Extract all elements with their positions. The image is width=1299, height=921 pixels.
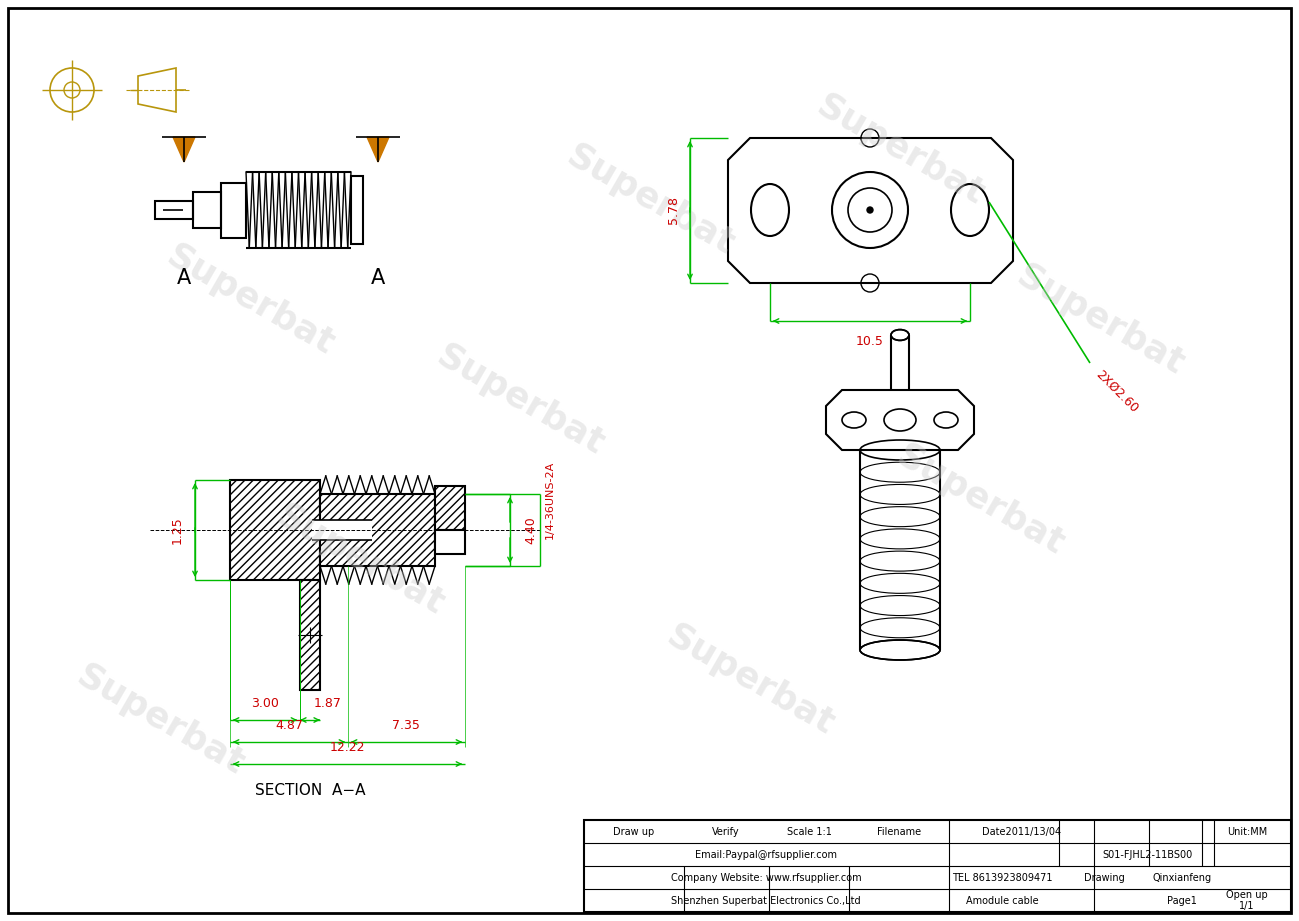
Circle shape (866, 207, 873, 213)
Bar (585, 820, 1291, 912)
Text: Filename: Filename (877, 826, 921, 836)
Text: 3.00: 3.00 (251, 697, 279, 710)
Text: Draw up: Draw up (613, 826, 655, 836)
Text: Superbat: Superbat (270, 498, 449, 622)
Bar (312, 520, 372, 540)
Bar (230, 480, 320, 580)
Text: Open up
1/1: Open up 1/1 (1226, 890, 1268, 911)
Text: 1/4-36UNS-2A: 1/4-36UNS-2A (546, 460, 555, 539)
Text: 7.35: 7.35 (392, 719, 420, 732)
Text: Superbat: Superbat (160, 239, 340, 362)
Text: Superbat: Superbat (890, 438, 1070, 562)
Bar (300, 580, 320, 690)
Text: 4.87: 4.87 (275, 719, 303, 732)
Bar (320, 494, 435, 566)
Text: Scale 1:1: Scale 1:1 (787, 826, 831, 836)
Text: 1.87: 1.87 (314, 697, 342, 710)
Text: Page1: Page1 (1167, 895, 1196, 905)
Text: Superbat: Superbat (70, 659, 249, 782)
Text: A: A (372, 268, 385, 288)
Text: Verify: Verify (712, 826, 740, 836)
Text: 2XØ2.60: 2XØ2.60 (1092, 368, 1141, 415)
Bar (435, 530, 465, 554)
Text: Superbat: Superbat (811, 88, 990, 212)
Text: Superbat: Superbat (560, 138, 740, 262)
Text: Shenzhen Superbat Electronics Co.,Ltd: Shenzhen Superbat Electronics Co.,Ltd (672, 895, 861, 905)
Ellipse shape (891, 330, 909, 341)
Polygon shape (173, 137, 195, 162)
Polygon shape (368, 137, 388, 162)
Text: SECTION  A−A: SECTION A−A (255, 783, 365, 798)
Ellipse shape (860, 640, 940, 660)
Polygon shape (826, 390, 974, 450)
Text: Date2011/13/04: Date2011/13/04 (982, 826, 1061, 836)
Bar (155, 201, 194, 219)
Text: 5.78: 5.78 (668, 196, 681, 224)
Text: Superbat: Superbat (430, 338, 609, 461)
Text: Amodule cable: Amodule cable (965, 895, 1038, 905)
Text: Email:Paypal@rfsupplier.com: Email:Paypal@rfsupplier.com (695, 849, 837, 859)
Text: 10.5: 10.5 (856, 335, 883, 348)
Text: Superbat: Superbat (1011, 258, 1190, 381)
Text: 12.22: 12.22 (329, 741, 365, 754)
Text: 1.25: 1.25 (170, 516, 183, 544)
Text: Qinxianfeng: Qinxianfeng (1152, 872, 1212, 882)
Text: Company Website: www.rfsupplier.com: Company Website: www.rfsupplier.com (670, 872, 861, 882)
Text: Drawing: Drawing (1083, 872, 1125, 882)
Text: TEL 8613923809471: TEL 8613923809471 (952, 872, 1052, 882)
Text: Unit:MM: Unit:MM (1226, 826, 1267, 836)
Text: Superbat: Superbat (660, 618, 839, 741)
Bar (194, 192, 221, 228)
Bar (435, 486, 465, 530)
Text: A: A (177, 268, 191, 288)
Bar (351, 176, 362, 244)
Bar (221, 183, 246, 238)
Text: 4.40: 4.40 (523, 516, 536, 544)
Text: S01-FJHL2-11BS00: S01-FJHL2-11BS00 (1103, 849, 1192, 859)
